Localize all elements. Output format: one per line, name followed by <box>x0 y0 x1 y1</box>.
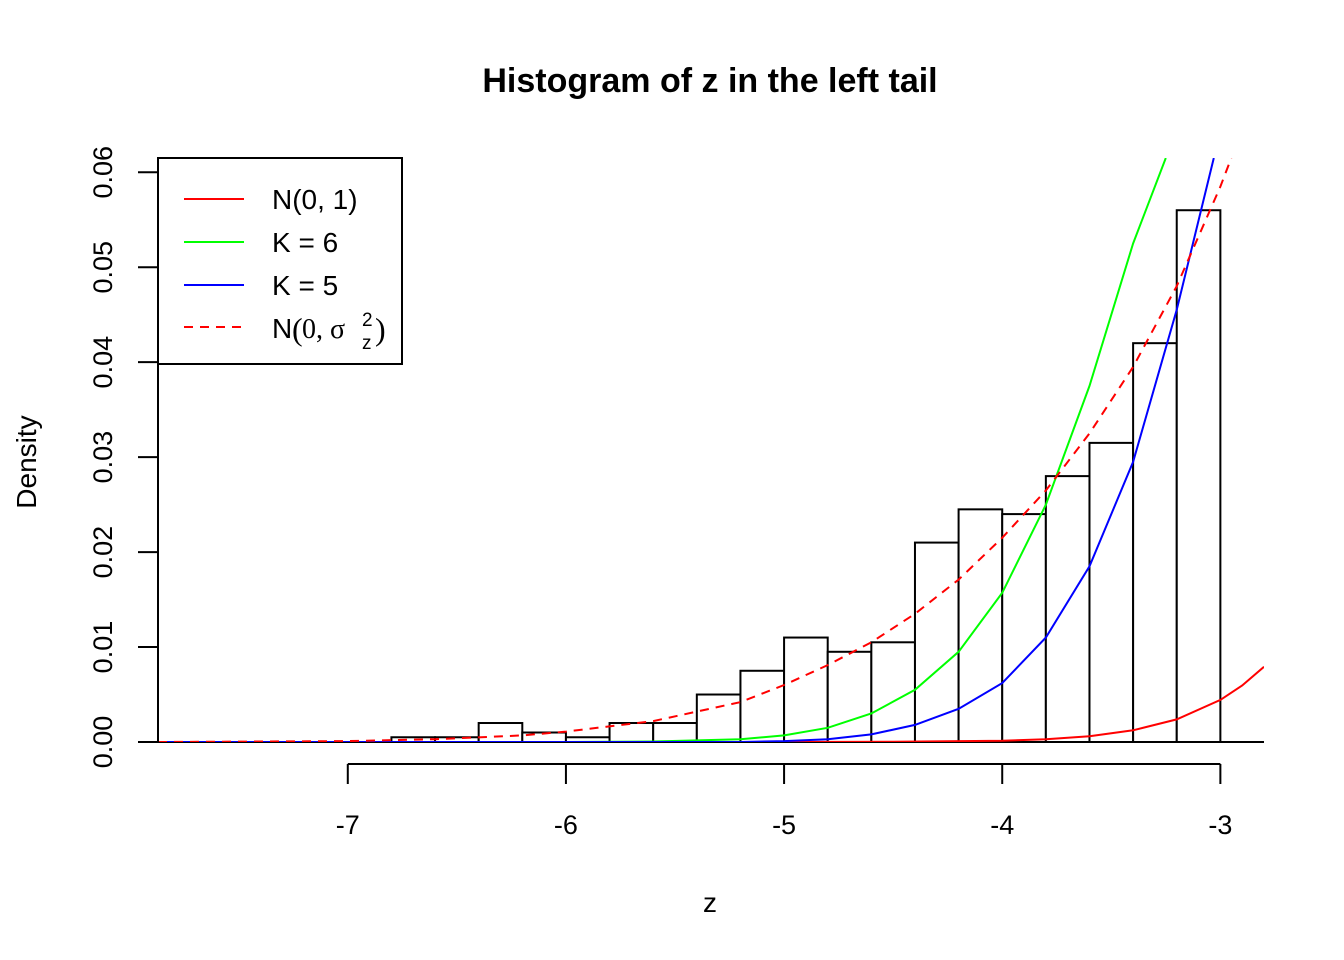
legend-label-nsigma: N ( 0, σ 2 z ) <box>272 310 386 354</box>
histogram-bar-2 <box>477 722 524 743</box>
y-tick-label-6: 0.06 <box>88 146 118 199</box>
curve-2 <box>158 158 1215 742</box>
histogram-bar-9 <box>783 636 829 744</box>
histogram-bar-18 <box>1175 209 1222 743</box>
y-tick-label-0: 0.00 <box>88 716 118 769</box>
y-tick-label-3: 0.03 <box>88 431 118 484</box>
y-tick-label-5: 0.05 <box>88 241 118 294</box>
histogram-bar-15 <box>1044 475 1091 743</box>
legend-nsigma-sup: 2 <box>362 310 373 331</box>
x-axis: -7 -6 -5 -4 -3 <box>336 763 1232 840</box>
legend-nsigma-n: N <box>272 313 292 344</box>
y-tick-label-1: 0.01 <box>88 621 118 674</box>
legend-nsigma-open-paren: ( <box>292 311 303 347</box>
histogram-bar-16 <box>1088 441 1135 743</box>
legend-nsigma-sub: z <box>362 333 372 354</box>
legend-nsigma-close-paren: ) <box>375 311 386 347</box>
curve-0 <box>158 666 1264 742</box>
histogram-bar-17 <box>1132 342 1178 743</box>
chart-title: Histogram of z in the left tail <box>482 62 937 100</box>
legend-label-k5: K = 5 <box>272 270 338 301</box>
legend-box <box>157 157 403 365</box>
histogram-bar-6 <box>652 722 698 743</box>
histogram-bar-5 <box>608 722 655 743</box>
x-tick-label-3: -4 <box>990 810 1014 840</box>
y-tick-label-2: 0.02 <box>88 526 118 579</box>
x-axis-title: z <box>703 887 717 918</box>
x-tick-label-0: -7 <box>336 810 360 840</box>
legend-label-n01: N(0, 1) <box>272 184 358 215</box>
histogram-bar-7 <box>695 693 742 743</box>
histogram-bar-8 <box>739 669 786 744</box>
x-tick-label-4: -3 <box>1208 810 1232 840</box>
legend: N(0, 1) K = 6 K = 5 N ( 0, σ 2 z ) <box>157 157 403 365</box>
y-axis-title: Density <box>11 415 42 508</box>
density-curves <box>158 158 1264 742</box>
histogram-bar-10 <box>826 650 873 744</box>
y-tick-label-4: 0.04 <box>88 336 118 389</box>
x-tick-label-2: -5 <box>772 810 796 840</box>
legend-nsigma-body: 0, σ <box>302 314 345 345</box>
y-axis: 0.00 0.01 0.02 0.03 0.04 0.05 0.06 <box>88 146 159 769</box>
histogram-bars <box>158 209 1264 744</box>
x-tick-label-1: -6 <box>554 810 578 840</box>
legend-label-k6: K = 6 <box>272 227 338 258</box>
